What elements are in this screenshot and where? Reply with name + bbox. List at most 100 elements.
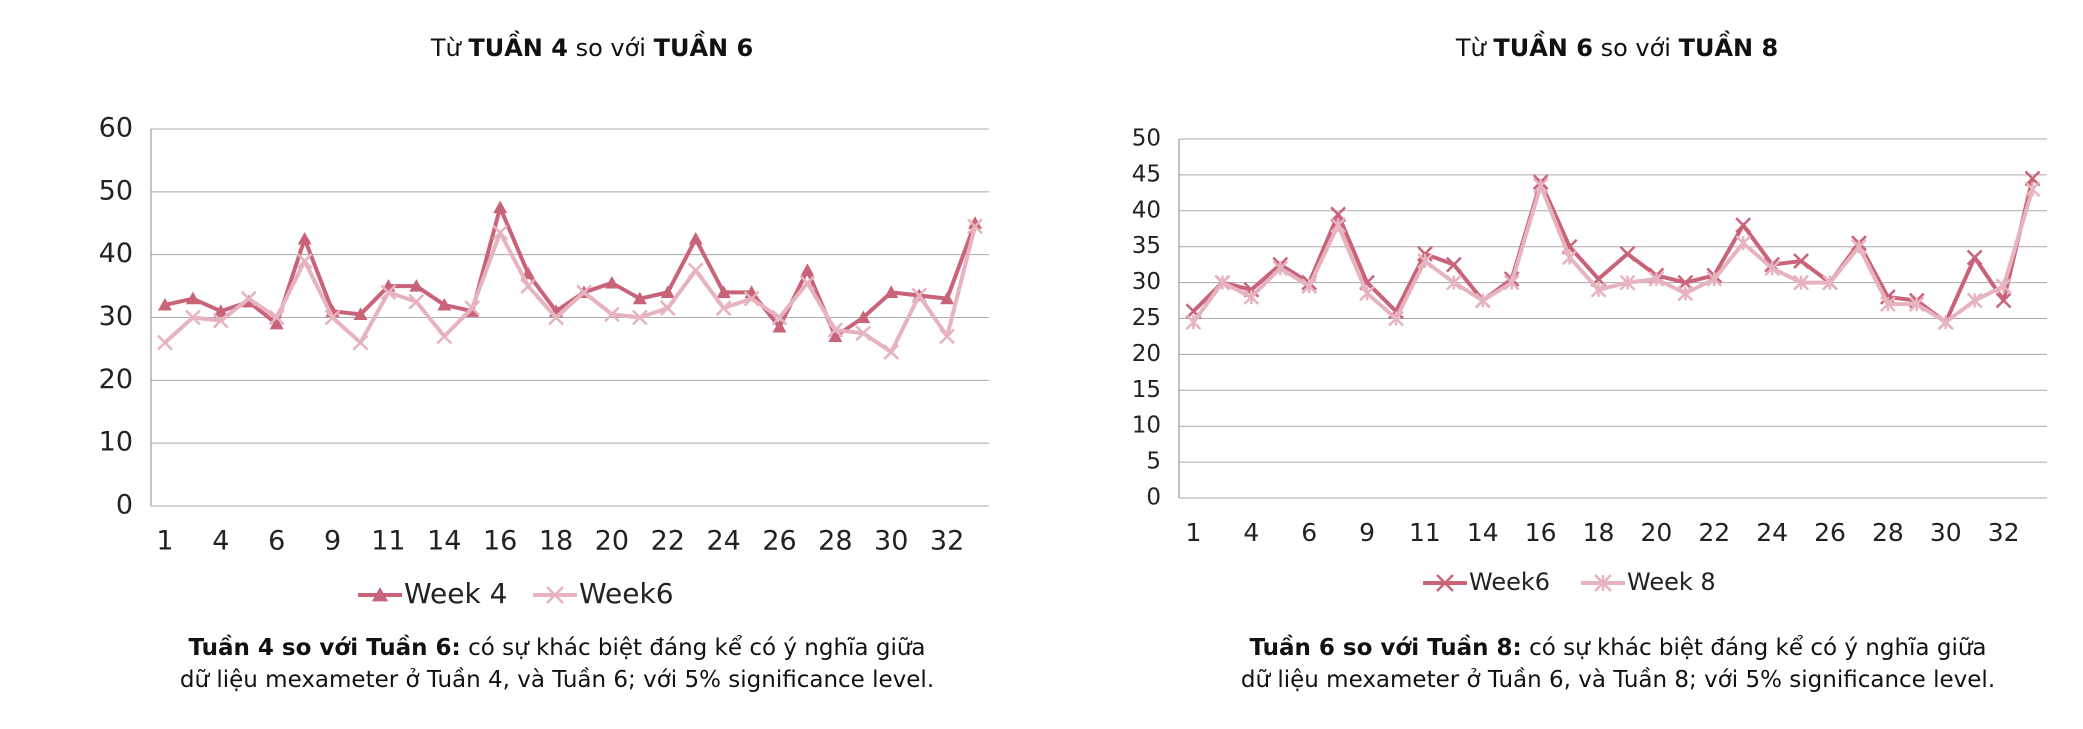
x-tick-label: 30	[874, 526, 908, 557]
marker	[576, 284, 592, 301]
x-tick-label: 9	[324, 526, 341, 557]
marker	[1995, 292, 2012, 309]
marker	[1851, 238, 1867, 255]
marker	[1966, 249, 1983, 266]
marker	[1594, 574, 1612, 592]
legend-label: Week6	[1469, 568, 1550, 596]
caption-lead: Tuần 6 so với Tuần 8:	[1249, 635, 1522, 661]
marker	[1995, 278, 2012, 295]
marker	[1503, 274, 1520, 291]
y-tick-label: 15	[1132, 377, 1161, 403]
marker	[967, 218, 983, 235]
marker	[1243, 289, 1260, 305]
marker	[1532, 177, 1549, 194]
marker	[1879, 296, 1896, 313]
marker	[324, 309, 341, 326]
x-tick-label: 6	[268, 526, 285, 557]
y-tick-label: 0	[116, 490, 133, 521]
marker	[212, 312, 229, 329]
caption-line: có sự khác biệt đáng kể có ý nghĩa giữa	[1529, 635, 1987, 661]
marker	[940, 291, 955, 305]
x-tick-label: 26	[1814, 518, 1846, 547]
marker	[297, 231, 312, 245]
x-tick-label: 22	[1698, 518, 1730, 547]
caption-line: dữ liệu mexameter ở Tuần 6, và Tuần 8; v…	[1240, 667, 1996, 693]
marker	[939, 328, 955, 345]
x-tick-label: 6	[1301, 518, 1317, 547]
marker	[1272, 260, 1289, 277]
x-tick-label: 4	[212, 526, 229, 557]
marker	[268, 309, 285, 326]
caption-lead: Tuần 4 so với Tuần 6:	[188, 635, 461, 661]
marker	[1417, 245, 1433, 262]
marker	[1793, 253, 1809, 269]
marker	[1388, 310, 1404, 327]
y-tick-label: 10	[99, 427, 133, 458]
x-tick-label: 14	[427, 526, 461, 557]
x-tick-label: 26	[762, 526, 796, 557]
caption-line: có sự khác biệt đáng kể có ý nghĩa giữa	[468, 635, 926, 661]
title-part: TUẦN 6	[1493, 34, 1593, 62]
y-tick-label: 5	[1146, 449, 1161, 475]
marker	[743, 290, 760, 307]
x-tick-label: 18	[539, 526, 573, 557]
marker	[1445, 274, 1462, 291]
marker	[1793, 274, 1809, 291]
marker	[1474, 292, 1491, 309]
marker	[1966, 292, 1983, 309]
caption-line: dữ liệu mexameter ở Tuần 4, và Tuần 6; v…	[179, 667, 935, 693]
marker	[493, 200, 508, 214]
caption: Tuần 6 so với Tuần 8: có sự khác biệt đá…	[1118, 632, 2083, 696]
marker	[1330, 217, 1347, 234]
marker	[409, 279, 424, 292]
marker	[157, 334, 173, 351]
marker	[408, 293, 425, 310]
legend-label: Week6	[579, 577, 674, 610]
x-tick-label: 1	[156, 526, 173, 557]
marker	[1648, 271, 1665, 287]
x-tick-label: 28	[818, 526, 852, 557]
x-tick-label: 14	[1467, 518, 1499, 547]
marker	[771, 309, 788, 326]
marker	[968, 216, 983, 229]
marker	[380, 284, 397, 301]
marker	[352, 334, 369, 351]
marker	[715, 300, 732, 316]
marker	[240, 290, 257, 307]
y-tick-label: 35	[1132, 233, 1161, 259]
chart-title: Từ TUẦN 4 so với TUẦN 6	[92, 34, 1092, 62]
x-tick-label: 28	[1872, 518, 1904, 547]
marker	[604, 275, 619, 289]
x-tick-label: 24	[1756, 518, 1788, 547]
marker	[799, 275, 816, 291]
series-line	[163, 225, 977, 355]
title-part: TUẦN 8	[1678, 34, 1779, 62]
title-part: so với	[575, 34, 646, 62]
marker	[911, 287, 928, 304]
marker	[883, 344, 900, 360]
marker	[659, 300, 676, 316]
y-tick-label: 40	[99, 238, 133, 269]
series-line	[1192, 178, 2035, 325]
x-tick-label: 20	[595, 526, 629, 557]
y-tick-label: 0	[1146, 485, 1161, 511]
x-tick-label: 1	[1186, 518, 1202, 547]
legend-label: Week 4	[404, 577, 507, 610]
y-tick-label: 50	[1132, 126, 1161, 152]
marker	[353, 307, 368, 320]
marker	[213, 304, 228, 317]
y-tick-label: 60	[99, 113, 133, 144]
marker	[1590, 281, 1607, 298]
y-tick-label: 50	[99, 175, 133, 206]
marker	[772, 319, 787, 333]
x-tick-label: 9	[1359, 518, 1375, 547]
x-tick-label: 16	[1525, 518, 1557, 547]
marker	[1735, 235, 1752, 251]
marker	[1677, 285, 1694, 302]
marker	[631, 309, 648, 326]
title-part: Từ	[1455, 34, 1486, 62]
marker	[2024, 181, 2041, 198]
marker	[1937, 314, 1954, 330]
